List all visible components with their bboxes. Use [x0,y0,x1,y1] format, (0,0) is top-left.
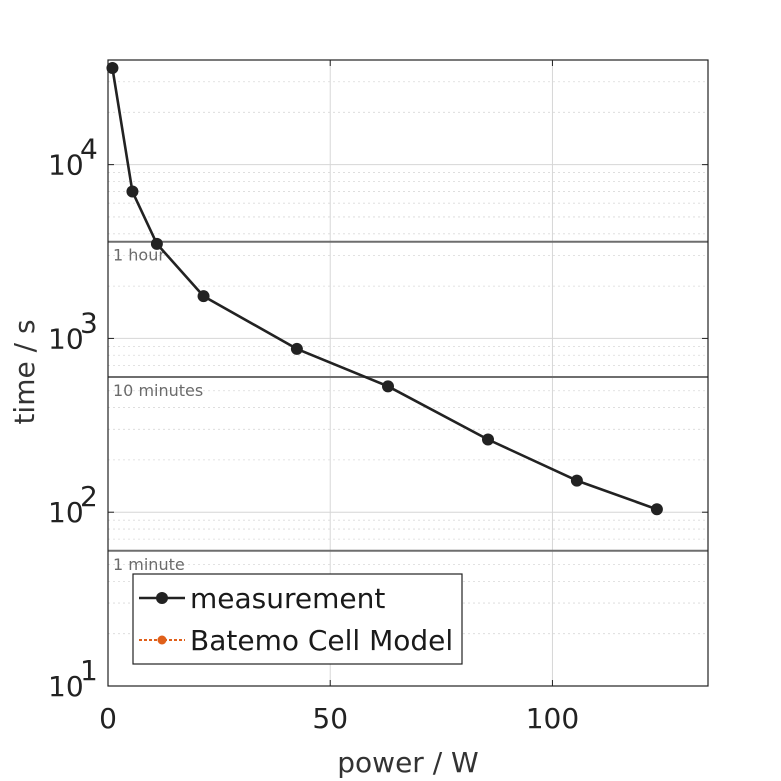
x-axis-ticks: 0 50 100 [99,60,579,735]
y-tick-label-base: 10 [48,149,84,182]
data-point [650,503,663,516]
data-point [290,342,303,355]
legend-label-batemo-cell-model: Batemo Cell Model [190,624,453,657]
reference-lines: 1 hour 10 minutes 1 minute [108,240,708,574]
legend-entry-batemo-cell-model: Batemo Cell Model [139,624,453,657]
reference-line-label: 10 minutes [113,381,203,400]
x-tick-label: 0 [99,702,117,735]
x-axis-label: power / W [337,746,478,779]
data-point [150,237,163,250]
y-tick-label-base: 10 [48,670,84,703]
data-point [106,61,119,74]
series [106,61,663,516]
y-tick-label-exponent: 1 [80,654,98,687]
y-tick-label: 104 [48,133,98,182]
legend-label-measurement: measurement [190,582,385,615]
x-tick-label: 50 [312,702,348,735]
data-point [482,433,494,446]
series-line-measurement [111,67,658,511]
legend-marker-measurement [156,592,168,604]
legend-box [132,573,463,665]
plot-area-frame [107,59,709,687]
y-tick-label: 101 [48,654,98,703]
y-tick-label-exponent: 4 [80,133,98,166]
legend-entry-measurement: measurement [139,582,385,615]
legend: measurement Batemo Cell Model [132,573,463,665]
y-axis-label: time / s [8,319,41,424]
data-point [197,290,210,303]
legend-marker-batemo-cell-model [157,635,167,645]
x-tick-label: 100 [526,702,579,735]
y-tick-label-base: 10 [48,322,84,355]
data-point [126,185,139,198]
reference-line-label: 1 hour [113,246,165,265]
y-tick-label-exponent: 2 [80,480,98,513]
y-tick-label: 102 [48,480,98,529]
y-tick-label-exponent: 3 [80,306,98,339]
data-point [570,474,583,487]
reference-line-label: 1 minute [113,555,185,574]
y-tick-label: 103 [48,306,98,355]
data-point [382,380,394,393]
y-tick-label-base: 10 [48,496,84,529]
